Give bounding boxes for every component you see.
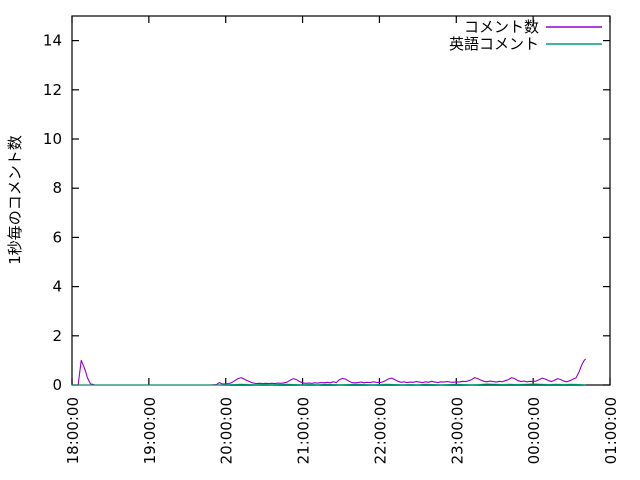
x-tick-label: 00:00:00 [525, 397, 543, 464]
y-tick-label: 8 [52, 179, 62, 197]
x-tick-label: 01:00:00 [602, 397, 620, 464]
y-tick-label: 6 [52, 228, 62, 246]
y-axis-title: 1秒毎のコメント数 [6, 135, 24, 265]
data-series-group [71, 358, 586, 386]
x-tick-label: 20:00:00 [218, 397, 236, 464]
y-tick-label: 4 [52, 278, 62, 296]
y-tick-label: 14 [43, 32, 62, 50]
series-line-comment-count [71, 358, 586, 386]
x-tick-label: 18:00:00 [64, 397, 82, 464]
x-tick-label: 22:00:00 [371, 397, 389, 464]
y-tick-label: 10 [43, 130, 62, 148]
x-tick-label: 23:00:00 [448, 397, 466, 464]
y-tick-label: 12 [43, 81, 62, 99]
y-tick-label: 0 [52, 376, 62, 394]
series-line-english-comment [71, 383, 586, 386]
y-tick-label: 2 [52, 327, 62, 345]
legend-label: 英語コメント [449, 35, 539, 53]
y-axis-ticks: 0 2 4 6 8 10 12 14 [43, 32, 610, 394]
legend-label: コメント数 [464, 18, 539, 36]
x-tick-label: 19:00:00 [141, 397, 159, 464]
x-tick-label: 21:00:00 [295, 397, 313, 464]
